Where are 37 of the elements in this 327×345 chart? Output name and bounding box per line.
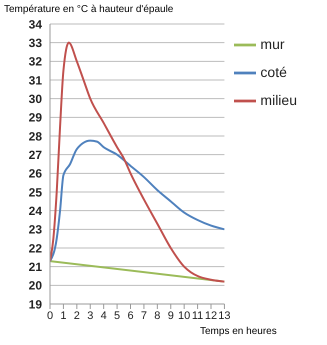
x-tick-label: 10 <box>178 310 190 322</box>
y-axis-title: Température en °C à hauteur d'épaule <box>4 4 174 15</box>
x-tick-label: 3 <box>87 310 94 322</box>
y-tick-label: 23 <box>28 222 42 237</box>
legend-label: milieu <box>260 92 297 108</box>
x-tick-label: 12 <box>204 310 218 322</box>
y-tick-label: 33 <box>28 36 42 50</box>
x-tick-label: 0 <box>46 310 54 322</box>
y-tick-label: 32 <box>28 54 42 69</box>
x-tick-label: 9 <box>168 310 174 322</box>
y-tick-label: 29 <box>28 110 42 125</box>
legend-label: coté <box>260 64 287 80</box>
y-tick-label: 20 <box>28 278 42 293</box>
line-series <box>50 42 224 283</box>
y-tick-label: 22 <box>28 241 42 256</box>
x-tick-label: 13 <box>218 310 231 322</box>
y-tick-label: 34 <box>28 17 42 32</box>
y-tick-label: 27 <box>28 148 42 162</box>
x-tick-label: 1 <box>60 310 66 322</box>
y-tick-label: 31 <box>28 73 42 88</box>
x-tick-label: 6 <box>127 310 134 322</box>
x-tick-label: 7 <box>140 310 147 322</box>
legend-label: mur <box>260 36 285 52</box>
line-series <box>50 140 224 262</box>
x-tick-label: 5 <box>114 310 120 322</box>
y-tick-label: 19 <box>28 297 42 312</box>
x-tick-label: 2 <box>74 310 80 322</box>
y-tick-label: 24 <box>28 204 42 218</box>
y-tick-label: 28 <box>28 129 42 144</box>
y-tick-label: 30 <box>28 92 42 106</box>
y-tick-label: 21 <box>28 260 42 274</box>
y-tick-label: 26 <box>28 166 42 181</box>
x-axis-title: Temps en heures <box>200 326 277 337</box>
y-tick-label: 25 <box>28 185 42 200</box>
x-tick-label: 8 <box>154 310 160 322</box>
x-tick-label: 4 <box>100 310 107 322</box>
x-tick-label: 11 <box>192 310 204 322</box>
